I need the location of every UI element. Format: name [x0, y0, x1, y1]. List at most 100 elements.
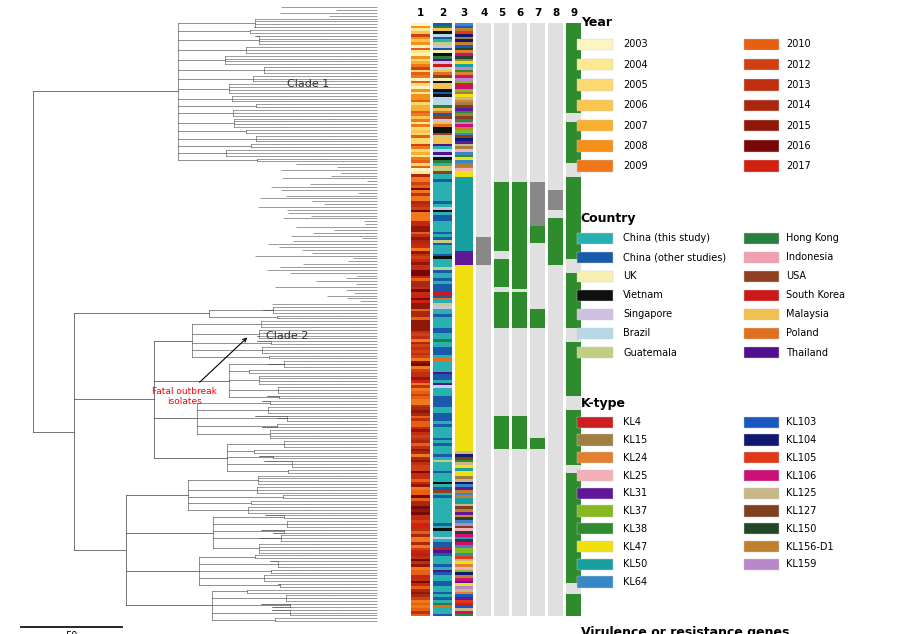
Bar: [530, 70, 545, 72]
Bar: [433, 320, 452, 322]
Bar: [530, 372, 545, 375]
Text: KL24: KL24: [623, 453, 647, 463]
Bar: [494, 309, 509, 311]
Bar: [411, 399, 430, 402]
Bar: [530, 75, 545, 78]
Bar: [566, 470, 581, 474]
Bar: [578, 559, 613, 570]
Bar: [530, 223, 545, 226]
Bar: [494, 556, 509, 559]
Bar: [566, 416, 581, 418]
Bar: [530, 83, 545, 86]
Bar: [494, 270, 509, 273]
Bar: [566, 487, 581, 490]
Bar: [512, 437, 527, 441]
Bar: [494, 94, 509, 97]
Bar: [454, 256, 473, 259]
Bar: [494, 526, 509, 528]
Bar: [476, 303, 491, 306]
Bar: [494, 380, 509, 383]
Text: 2009: 2009: [623, 161, 648, 171]
Bar: [411, 427, 430, 429]
Bar: [433, 127, 452, 130]
Bar: [494, 427, 509, 429]
Bar: [433, 388, 452, 391]
Bar: [494, 182, 509, 185]
Bar: [566, 309, 581, 311]
Bar: [411, 256, 430, 259]
Bar: [433, 314, 452, 317]
Bar: [548, 314, 563, 317]
Text: USA: USA: [786, 271, 806, 281]
Bar: [494, 531, 509, 534]
Bar: [454, 91, 473, 94]
Bar: [433, 231, 452, 235]
Bar: [512, 262, 527, 264]
Bar: [548, 287, 563, 289]
Bar: [454, 523, 473, 526]
Bar: [566, 559, 581, 561]
Bar: [530, 361, 545, 363]
Bar: [433, 182, 452, 185]
Bar: [548, 235, 563, 237]
Bar: [566, 553, 581, 556]
Bar: [476, 479, 491, 482]
Text: KL38: KL38: [623, 524, 647, 534]
Bar: [433, 339, 452, 342]
Bar: [411, 470, 430, 474]
Bar: [512, 479, 527, 482]
Bar: [530, 97, 545, 100]
Bar: [743, 559, 779, 570]
Bar: [548, 495, 563, 498]
Bar: [530, 34, 545, 37]
Bar: [494, 320, 509, 322]
Bar: [566, 136, 581, 138]
Bar: [494, 273, 509, 276]
Bar: [494, 408, 509, 410]
Bar: [476, 169, 491, 171]
Bar: [530, 569, 545, 573]
Bar: [494, 507, 509, 509]
Bar: [512, 119, 527, 122]
Bar: [512, 377, 527, 380]
Bar: [411, 83, 430, 86]
Bar: [548, 520, 563, 523]
Bar: [476, 231, 491, 235]
Bar: [494, 600, 509, 602]
Bar: [411, 268, 430, 270]
Bar: [433, 559, 452, 561]
Bar: [454, 34, 473, 37]
Bar: [530, 385, 545, 388]
Bar: [476, 449, 491, 451]
Text: KL4: KL4: [623, 417, 641, 427]
Bar: [566, 366, 581, 369]
Bar: [411, 270, 430, 273]
Bar: [433, 67, 452, 70]
Bar: [454, 198, 473, 202]
Bar: [566, 408, 581, 410]
Bar: [566, 545, 581, 548]
Bar: [512, 78, 527, 81]
Bar: [476, 122, 491, 124]
Bar: [476, 270, 491, 273]
Bar: [548, 160, 563, 163]
Bar: [494, 190, 509, 193]
Bar: [494, 484, 509, 487]
Bar: [578, 233, 613, 244]
Bar: [476, 600, 491, 602]
Bar: [530, 248, 545, 251]
Bar: [476, 507, 491, 509]
Bar: [566, 583, 581, 586]
Bar: [476, 25, 491, 29]
Bar: [411, 245, 430, 248]
Bar: [548, 559, 563, 561]
Text: KL103: KL103: [786, 417, 816, 427]
Bar: [454, 278, 473, 281]
Bar: [433, 344, 452, 347]
Bar: [476, 517, 491, 520]
Bar: [454, 559, 473, 561]
Bar: [494, 122, 509, 124]
Bar: [566, 264, 581, 268]
Bar: [530, 278, 545, 281]
Bar: [512, 490, 527, 493]
